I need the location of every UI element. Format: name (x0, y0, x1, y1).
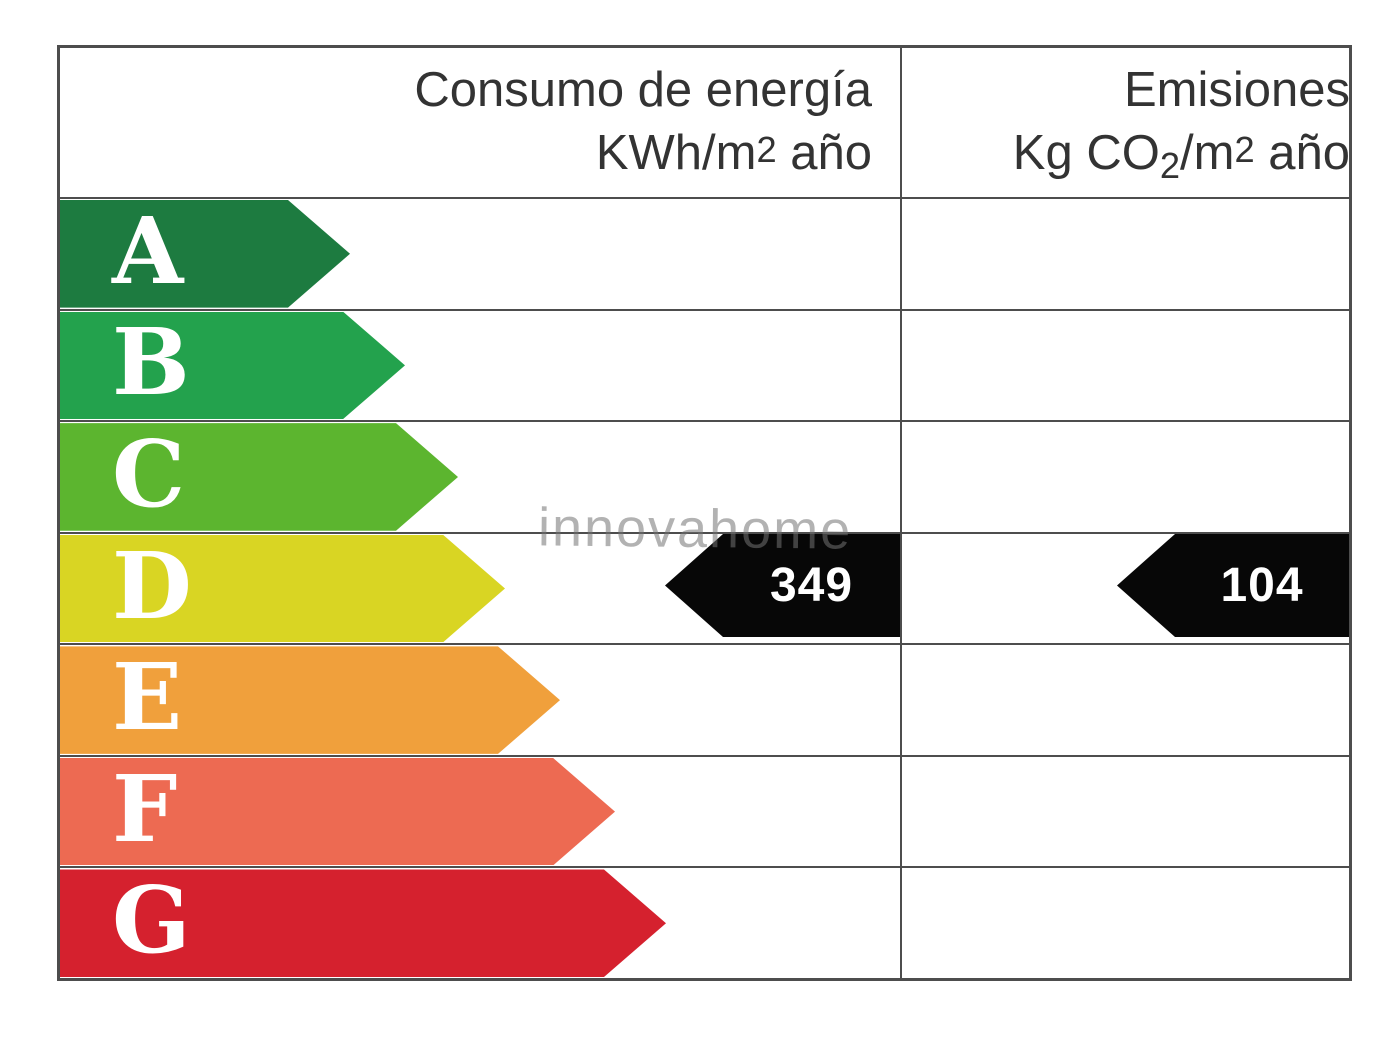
consumption-header: Consumo de energía KWh/m2 año (60, 60, 872, 183)
rating-letter: G (112, 866, 191, 975)
rating-letter: A (112, 196, 184, 305)
rating-letter: B (112, 308, 190, 417)
rating-arrow-a: A (60, 200, 350, 308)
rating-arrow-c: C (60, 423, 458, 531)
emissions-value: 104 (1220, 559, 1304, 612)
consumption-header-line2: KWh/m2 año (595, 126, 872, 180)
rating-row-b: B (60, 311, 1349, 423)
rating-arrow-e: E (60, 646, 560, 754)
rating-letter: C (112, 419, 186, 528)
squared-exponent: 2 (756, 129, 777, 170)
rating-row-g: G (60, 868, 1349, 978)
rating-row-f: F (60, 757, 1349, 869)
consumption-value-arrow: 349 (665, 534, 900, 637)
emissions-header: Emisiones Kg CO2/m2 año (906, 60, 1380, 196)
rating-row-c: C (60, 422, 1349, 534)
table-header: Consumo de energía KWh/m2 año Emisiones … (60, 48, 1350, 199)
consumption-value: 349 (769, 559, 854, 612)
rating-letter: D (112, 531, 192, 640)
rating-row-e: E (60, 645, 1349, 757)
rating-arrow-g: G (60, 869, 666, 977)
column-divider (900, 48, 902, 978)
rating-row-a: A (60, 199, 1349, 311)
rating-letter: F (112, 754, 178, 863)
squared-exponent: 2 (1234, 129, 1255, 170)
rating-arrow-b: B (60, 312, 405, 420)
rating-arrow-f: F (60, 758, 615, 866)
emissions-header-line1: Emisiones (1123, 63, 1350, 117)
rating-row-d: D (60, 534, 1349, 646)
rating-table: Consumo de energía KWh/m2 año Emisiones … (57, 45, 1352, 981)
rating-letter: E (112, 643, 183, 752)
consumption-header-line1: Consumo de energía (414, 63, 872, 117)
co2-subscript: 2 (1159, 145, 1181, 186)
emissions-header-line2: Kg CO2/m2 año (1012, 126, 1350, 186)
rating-arrow-d: D (60, 535, 505, 643)
